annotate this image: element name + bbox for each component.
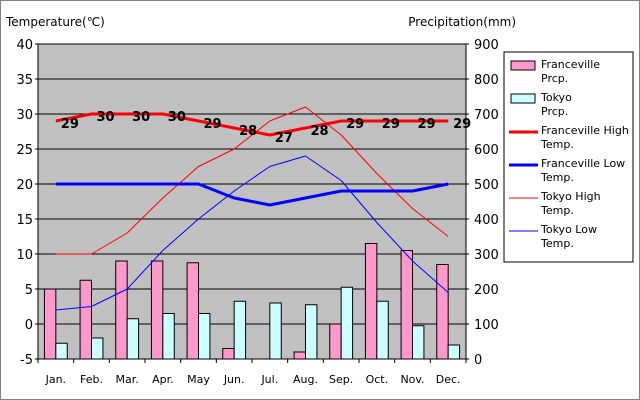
x-tick-label: Jul. <box>260 373 278 386</box>
y-right-axis-title: Precipitation(mm) <box>408 15 516 29</box>
x-tick-label: Jun. <box>223 373 245 386</box>
y-left-tick-label: 30 <box>16 108 33 123</box>
precip-bar <box>115 260 128 360</box>
y-left-tick-label: 40 <box>16 38 33 53</box>
precip-bar <box>447 344 461 360</box>
y-right-tick-label: 100 <box>474 318 499 333</box>
precip-bar <box>162 313 175 360</box>
precip-bar <box>436 264 449 360</box>
precip-bar <box>376 300 389 360</box>
precip-bar <box>79 279 93 360</box>
data-label: 27 <box>275 131 293 146</box>
precip-bar <box>305 304 318 360</box>
precip-bar <box>364 243 378 360</box>
precip-bar <box>293 351 307 360</box>
y-left-axis-title: Temperature(℃) <box>5 15 105 29</box>
temperature-line <box>55 155 449 311</box>
y-left-tick-label: 5 <box>25 283 33 298</box>
y-right-tick-label: 800 <box>474 73 499 88</box>
precip-bar <box>329 323 342 360</box>
x-tick-label: Apr. <box>152 373 174 386</box>
precip-bar <box>186 262 200 360</box>
x-tick-label: Dec. <box>436 373 461 386</box>
precip-bar <box>412 325 425 360</box>
y-left-tick-label: 0 <box>25 318 33 333</box>
y-left-tick-label: 25 <box>16 143 33 158</box>
data-label: 30 <box>168 110 186 125</box>
data-label: 30 <box>96 110 114 125</box>
data-label: 29 <box>453 117 471 132</box>
legend-label: Franceville Low Temp. <box>540 157 625 184</box>
precip-bar <box>400 250 414 360</box>
legend-label: Tokyo Low Temp. <box>540 223 597 250</box>
precip-bar <box>55 342 68 360</box>
x-tick-label: Feb. <box>80 373 103 386</box>
legend-label: Franceville Prcp. <box>541 58 600 85</box>
y-left-tick-label: -5 <box>20 353 33 368</box>
precip-bar <box>150 260 164 360</box>
x-tick-label: Aug. <box>293 373 318 386</box>
legend-label: Franceville High Temp. <box>540 124 629 151</box>
data-label: 29 <box>382 117 400 132</box>
temperature-line <box>55 106 449 255</box>
y-right-tick-label: 600 <box>474 143 499 158</box>
y-right-tick-label: 700 <box>474 108 499 123</box>
y-left-tick-label: 35 <box>16 73 33 88</box>
legend-swatch <box>510 60 536 71</box>
precip-bar <box>91 337 104 360</box>
x-tick-label: Oct. <box>366 373 389 386</box>
data-label: 30 <box>132 110 150 125</box>
precip-bar <box>43 288 57 360</box>
legend-swatch <box>510 93 536 104</box>
y-right-tick-label: 500 <box>474 178 499 193</box>
y-left-tick-label: 10 <box>16 248 33 263</box>
y-right-tick-label: 0 <box>474 353 482 368</box>
data-label: 28 <box>310 124 328 139</box>
y-right-tick-label: 200 <box>474 283 499 298</box>
temperature-line <box>55 112 449 137</box>
legend-label: Tokyo High Temp. <box>540 190 601 217</box>
x-tick-label: May <box>187 373 210 386</box>
data-label: 29 <box>346 117 364 132</box>
precip-bar <box>222 348 235 360</box>
precip-bar <box>233 300 247 360</box>
x-tick-label: Sep. <box>329 373 353 386</box>
y-right-tick-label: 400 <box>474 213 499 228</box>
y-right-tick-label: 900 <box>474 38 499 53</box>
y-left-tick-label: 20 <box>16 178 33 193</box>
y-left-tick-label: 15 <box>16 213 33 228</box>
data-label: 29 <box>417 117 435 132</box>
x-tick-label: Mar. <box>116 373 139 386</box>
legend-box <box>503 51 634 263</box>
precip-bar <box>198 313 211 360</box>
precip-bar <box>126 318 140 360</box>
legend-label: Tokyo Prcp. <box>540 91 572 118</box>
data-label: 29 <box>61 117 79 132</box>
temperature-line <box>55 182 449 207</box>
y-right-tick-label: 300 <box>474 248 499 263</box>
data-label: 28 <box>239 124 257 139</box>
precip-bar <box>340 286 354 360</box>
data-label: 29 <box>203 117 221 132</box>
x-tick-label: Nov. <box>400 373 424 386</box>
precip-bar <box>269 302 282 360</box>
x-tick-label: Jan. <box>45 373 66 386</box>
